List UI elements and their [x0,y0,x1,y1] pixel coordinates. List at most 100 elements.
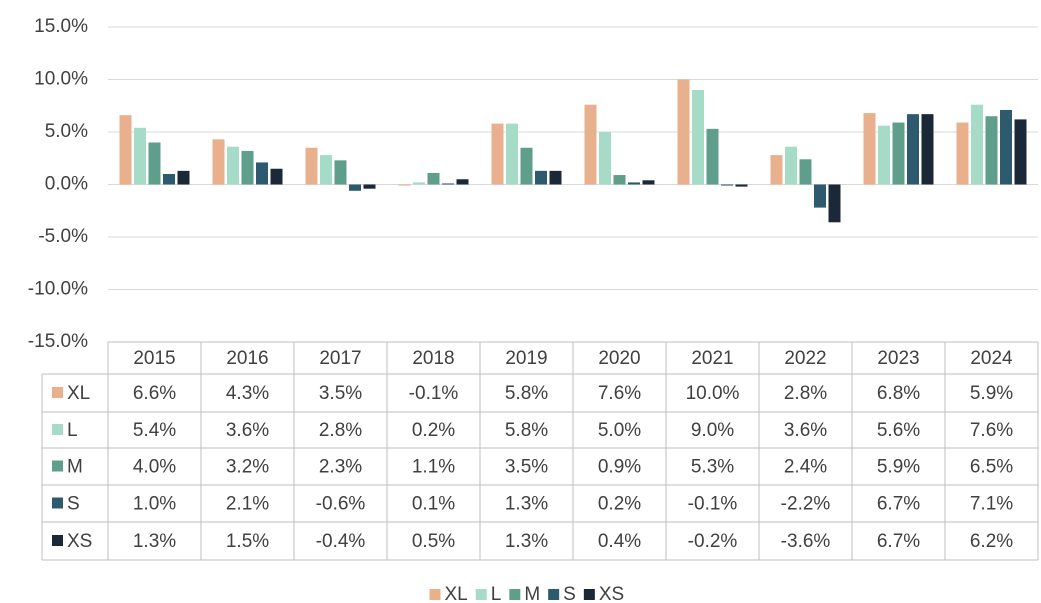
bar [148,142,161,185]
table-cell: 6.6% [133,383,176,404]
bar [706,128,719,185]
table-cell: -2.2% [781,494,831,515]
table-cell: 6.5% [970,457,1013,478]
bar [770,155,783,185]
legend-label: L [491,584,502,603]
bar [692,90,704,185]
table-cell: 1.3% [133,531,176,552]
table-cell: 5.8% [505,383,548,404]
bar [398,184,411,186]
bar [785,146,797,185]
legend-swatch [583,589,595,600]
table-cell: 7.6% [598,383,641,404]
legend-swatch [52,424,63,435]
bar [320,155,332,185]
y-tick-label: -15.0% [28,331,88,352]
table-cell: 1.5% [226,531,269,552]
legend-swatch [548,589,560,600]
legend-swatch [52,460,63,472]
bar [1000,109,1012,185]
table-header: 2016 [226,348,268,369]
bar [878,125,890,185]
table-cell: -0.4% [316,531,366,552]
table-cell: 3.6% [784,420,827,441]
table-cell: 3.6% [226,420,269,441]
table-cell: 6.8% [877,383,920,404]
table-cell: 2.8% [784,383,827,404]
table-cell: 2.3% [319,457,362,478]
y-tick-label: -10.0% [28,279,88,300]
table-cell: 1.0% [133,494,176,515]
table-cell: 5.6% [877,420,920,441]
table-cell: 5.9% [877,457,920,478]
table-cell: 2.1% [226,494,269,515]
table-cell: 3.5% [505,457,548,478]
table-cell: 6.7% [877,531,920,552]
legend-label: XS [599,584,624,603]
legend-swatch [429,589,441,600]
table-cell: 3.2% [226,457,269,478]
y-tick-label: -5.0% [38,226,88,247]
legend-swatch [52,535,63,546]
table-cell: -0.2% [688,531,738,552]
bar [177,170,190,185]
bar [270,168,283,185]
table-cell: 2.4% [784,457,827,478]
bar [227,146,239,185]
bar [828,184,841,223]
bar [442,183,454,185]
table-cell: -0.1% [409,383,459,404]
bar [456,179,469,185]
table-cell: -3.6% [781,531,831,552]
row-label: XS [67,531,92,552]
table-cell: 5.0% [598,420,641,441]
y-tick-label: 0.0% [45,174,88,195]
table-cell: 10.0% [686,383,740,404]
y-tick-label: 10.0% [34,69,88,90]
bar [163,174,175,185]
table-cell: 0.1% [412,494,455,515]
legend-swatch [52,497,63,509]
bar [863,113,876,185]
table-cell: 5.9% [970,383,1013,404]
row-label: L [67,420,78,441]
table-cell: 0.5% [412,531,455,552]
table-header: 2024 [970,348,1013,369]
bar [134,127,146,185]
bar [971,104,983,185]
table-cell: -0.1% [688,494,738,515]
bar [1014,119,1027,185]
table-cell: 1.1% [412,457,455,478]
y-tick-label: 15.0% [34,16,88,37]
bar [427,172,440,185]
table-cell: 7.6% [970,420,1013,441]
bar [613,175,626,185]
bar [921,114,934,185]
bar [413,182,425,185]
bar [256,162,268,185]
bar [628,182,640,185]
table-header: 2023 [877,348,919,369]
table-cell: 5.4% [133,420,176,441]
bar [119,115,132,185]
table-cell: 6.2% [970,531,1013,552]
bar [212,139,225,185]
table-cell: 4.3% [226,383,269,404]
bar [721,184,733,186]
legend-swatch [509,589,521,600]
bar [535,170,547,185]
bar [599,132,611,185]
table-cell: 1.3% [505,531,548,552]
y-tick-label: 5.0% [45,121,88,142]
bar [491,123,504,185]
table-cell: -0.6% [316,494,366,515]
legend-label: M [524,584,540,603]
table-cell: 5.3% [691,457,734,478]
bar [642,180,655,185]
bar [549,170,562,185]
table-cell: 9.0% [691,420,734,441]
table-cell: 1.3% [505,494,548,515]
bar [363,184,376,189]
table-cell: 0.9% [598,457,641,478]
